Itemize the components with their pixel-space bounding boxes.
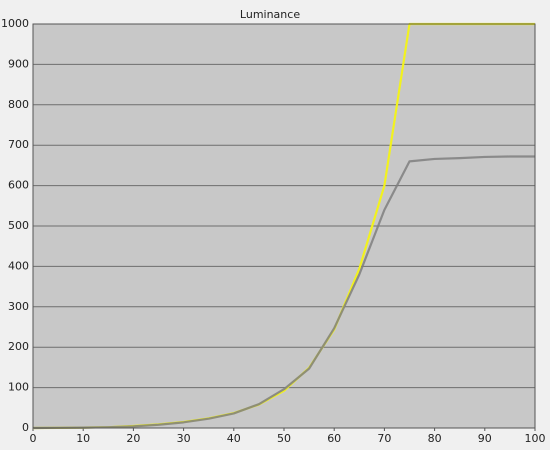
y-tick-label: 400 (8, 259, 29, 272)
x-tick-label: 60 (327, 432, 341, 445)
x-tick-label: 70 (377, 432, 391, 445)
y-tick-label: 100 (8, 381, 29, 394)
x-tick-label: 50 (277, 432, 291, 445)
y-tick-label: 600 (8, 179, 29, 192)
plot-frame (32, 23, 536, 429)
x-tick-label: 30 (177, 432, 191, 445)
y-tick-label: 1000 (1, 17, 29, 30)
y-tick-label: 200 (8, 340, 29, 353)
x-tick-label: 90 (478, 432, 492, 445)
x-tick-label: 80 (428, 432, 442, 445)
y-tick-label: 900 (8, 57, 29, 70)
x-tick-label: 100 (525, 432, 546, 445)
y-tick-label: 800 (8, 98, 29, 111)
x-tick-label: 20 (126, 432, 140, 445)
y-tick-label: 300 (8, 300, 29, 313)
x-tick-label: 10 (76, 432, 90, 445)
chart-title: Luminance (240, 8, 300, 21)
x-tick-label: 0 (30, 432, 37, 445)
y-tick-label: 0 (22, 421, 29, 434)
x-tick-label: 40 (227, 432, 241, 445)
series-line (32, 155, 535, 430)
y-tick-label: 700 (8, 138, 29, 151)
y-tick-label: 500 (8, 219, 29, 232)
